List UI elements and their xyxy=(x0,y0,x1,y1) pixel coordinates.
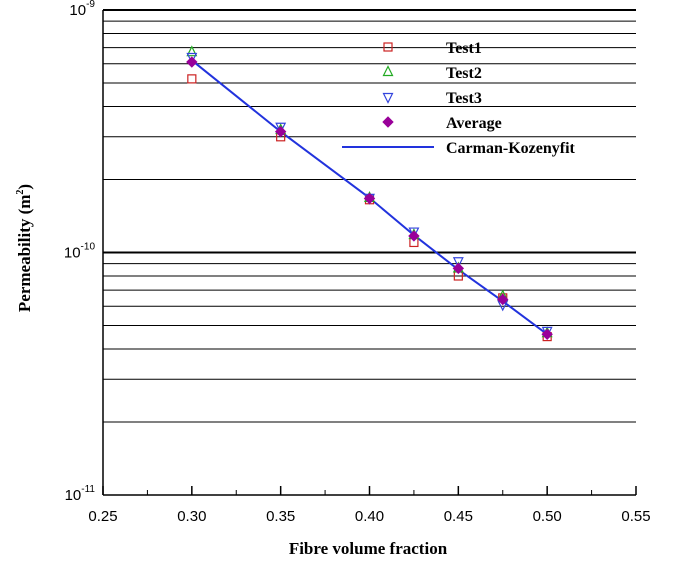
x-tick-label: 0.30 xyxy=(177,508,206,525)
y-tick-exponent: -11 xyxy=(81,484,95,495)
data-point-average xyxy=(452,262,465,275)
data-point-test3 xyxy=(452,257,464,269)
y-axis-title-sup: 2 xyxy=(15,190,26,195)
data-point-test3 xyxy=(186,52,198,64)
y-tick-base: 10 xyxy=(64,245,81,262)
legend: Test1 Test2 Test3 Average Carman-Kozenyfit xyxy=(342,40,576,157)
y-tick-label: 10-9 xyxy=(69,0,95,19)
data-point-test3 xyxy=(275,122,287,134)
x-tick-label: 0.50 xyxy=(533,508,562,525)
legend-swatch-average xyxy=(382,116,394,128)
data-point-average xyxy=(186,56,198,68)
legend-label-test3: Test3 xyxy=(446,90,482,107)
legend-label-carman-kozenyfit: Carman-Kozenyfit xyxy=(446,140,576,157)
data-point-average xyxy=(541,328,553,340)
y-tick-label: 10-11 xyxy=(65,484,96,504)
legend-swatch-test3 xyxy=(382,92,394,104)
x-tick-label: 0.35 xyxy=(266,508,295,525)
x-tick-label: 0.40 xyxy=(355,508,384,525)
y-tick-exponent: -10 xyxy=(81,242,96,253)
data-series xyxy=(186,45,553,342)
legend-swatch-test1 xyxy=(383,42,393,52)
y-axis-title-main: Permeability (m xyxy=(15,195,34,313)
data-point-average xyxy=(274,125,287,138)
data-point-average xyxy=(497,293,509,306)
legend-label-test2: Test2 xyxy=(446,65,482,82)
legend-label-average: Average xyxy=(446,115,502,132)
y-axis-title: Permeability (m2) xyxy=(15,184,34,312)
data-point-average xyxy=(363,192,376,205)
y-tick-base: 10 xyxy=(69,2,86,19)
data-point-test1 xyxy=(187,74,197,84)
y-tick-base: 10 xyxy=(65,487,82,504)
x-tick-label: 0.25 xyxy=(88,508,117,525)
legend-label-test1: Test1 xyxy=(446,40,482,57)
data-point-test2 xyxy=(186,45,198,57)
y-tick-exponent: -9 xyxy=(86,0,95,10)
data-point-average xyxy=(408,230,420,242)
y-tick-label: 10-10 xyxy=(64,242,96,262)
x-tick-label: 0.45 xyxy=(444,508,473,525)
y-axis-title-close: ) xyxy=(15,184,34,190)
x-tick-label: 0.55 xyxy=(621,508,650,525)
axes: 0.25 0.30 0.35 0.40 0.45 0.50 0.5510-1110-1010… xyxy=(64,0,651,525)
x-axis-title: Fibre volume fraction xyxy=(289,539,448,558)
legend-swatch-test2 xyxy=(382,65,394,77)
grid-lines xyxy=(103,20,636,423)
